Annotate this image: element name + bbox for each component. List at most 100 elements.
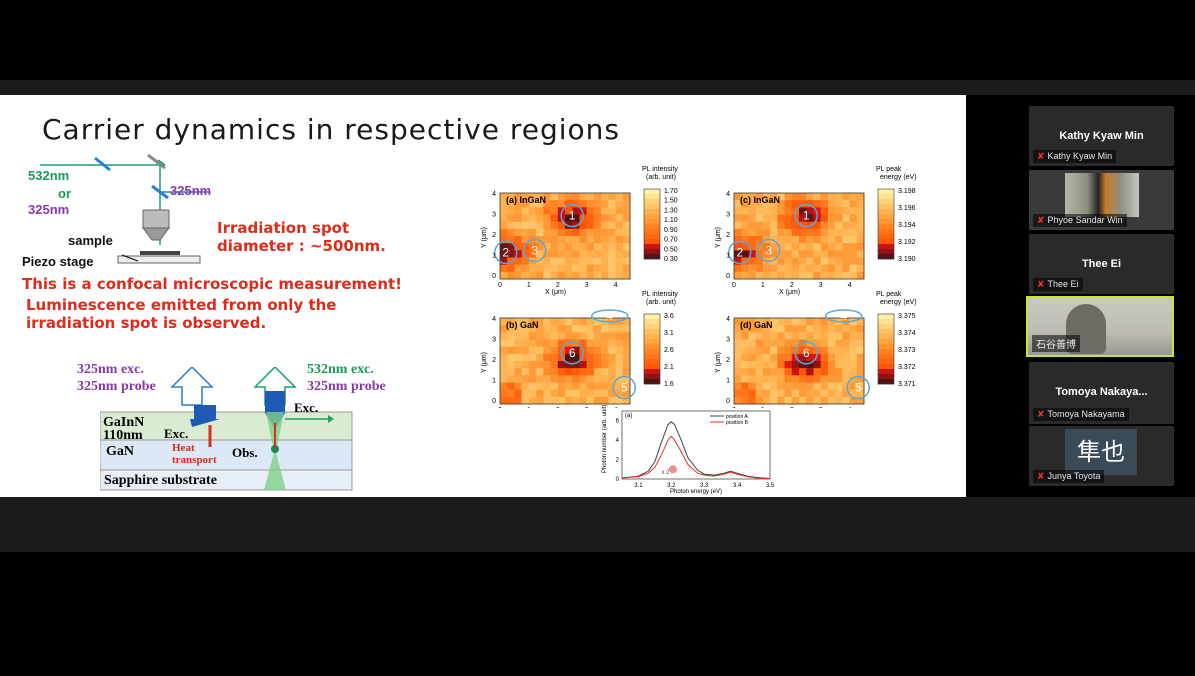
map-pixel (820, 389, 829, 398)
map-pixel (615, 339, 624, 347)
participant-tile-junya[interactable]: 隼也 ✘ Junya Toyota (1029, 426, 1174, 486)
map-pixel (601, 214, 609, 222)
map-pixel (806, 361, 814, 369)
x-tick-label: 2 (556, 407, 560, 408)
map-pixel (835, 214, 843, 222)
map-pixel (842, 389, 850, 398)
map-pixel (849, 228, 858, 237)
map-pixel (507, 318, 515, 326)
map-pixel (755, 353, 764, 362)
map-pixel (601, 332, 609, 340)
map-pixel (784, 221, 793, 230)
map-pixel (791, 193, 800, 201)
map-pixel (579, 375, 587, 383)
map-pixel (835, 353, 843, 362)
map-pixel (586, 207, 595, 215)
map-pixel (565, 339, 573, 347)
map-pixel (842, 271, 850, 280)
map-pixel (770, 193, 778, 201)
participant-tile-thee[interactable]: Thee Ei ✘ Thee Ei (1029, 234, 1174, 294)
map-pixel (601, 221, 609, 230)
y-tick-label: 2 (726, 357, 730, 364)
heat-label: Heat (172, 442, 195, 454)
legend-color-step (644, 244, 660, 250)
participant-tile-kathy[interactable]: Kathy Kyaw Min ✘ Kathy Kyaw Min (1029, 106, 1174, 166)
map-pixel (593, 396, 602, 405)
legend-color-step (878, 344, 894, 350)
map-pixel (593, 339, 602, 347)
map-pixel (806, 271, 814, 280)
map-pixel (521, 250, 530, 258)
y-tick-label: 4 (616, 438, 620, 444)
map-pixel (755, 389, 764, 398)
map-pixel (849, 214, 858, 222)
map-pixel (741, 368, 749, 376)
map-pixel (572, 228, 580, 237)
map-pixel (500, 361, 508, 369)
map-pixel (835, 339, 843, 347)
x-tick-label: 3.3 (700, 483, 709, 489)
map-pixel (593, 382, 602, 390)
map-pixel (777, 332, 785, 340)
legend-color-step (878, 229, 894, 235)
map-pixel (827, 389, 836, 398)
map-pixel (565, 271, 573, 280)
legend-tick-label: 3.372 (898, 364, 916, 371)
map-pixel (791, 389, 800, 398)
map-pixel (799, 214, 807, 222)
participant-tile-tomoya[interactable]: Tomoya Nakaya... ✘ Tomoya Nakayama (1029, 362, 1174, 424)
map-pixel (593, 375, 602, 383)
region-circle (612, 375, 636, 400)
map-pixel (856, 353, 865, 362)
map-pixel (734, 271, 742, 280)
map-pixel (622, 346, 631, 355)
microphone-muted-icon: ✘ (1037, 279, 1045, 289)
participant-tile-phyoe[interactable]: ✘ Phyoe Sandar Win (1029, 170, 1174, 230)
map-pixel (770, 325, 778, 333)
region-number: 5 (855, 381, 862, 395)
map-pixel (806, 250, 814, 258)
map-pixel (849, 346, 858, 355)
region-number: 4 (606, 309, 613, 323)
map-pixel (842, 243, 850, 251)
map-pixel (770, 200, 778, 208)
series-line-position-A (621, 421, 771, 479)
map-pixel (842, 396, 850, 405)
map-pixel (849, 361, 858, 369)
map-pixel (615, 353, 624, 362)
map-pixel (536, 325, 544, 333)
map-pixel (827, 200, 836, 208)
map-pixel (507, 221, 515, 230)
map-pixel (813, 200, 821, 208)
map-pixel (856, 325, 865, 333)
map-pixel (734, 361, 742, 369)
legend-color-step (878, 319, 894, 325)
map-pixel (601, 353, 609, 362)
map-pixel (572, 214, 580, 222)
map-pixel (791, 325, 800, 333)
map-pixel (741, 318, 749, 326)
map-pixel (820, 396, 829, 405)
map-pixel (622, 214, 631, 222)
map-pixel (770, 207, 778, 215)
map-pixel (572, 200, 580, 208)
legend-title: PL peak (876, 166, 902, 173)
participant-tile-active-speaker[interactable]: 石谷善博 (1026, 296, 1174, 357)
legend-tick-label: 3.1 (664, 330, 674, 337)
x-axis-label: X (μm) (545, 289, 566, 296)
legend-color-step (644, 229, 660, 235)
map-pixel (543, 271, 551, 280)
map-pixel (770, 228, 778, 237)
map-pixel (579, 228, 587, 237)
region-circle (560, 203, 584, 228)
map-pixel (565, 375, 573, 383)
legend-color-step (878, 224, 894, 230)
map-pixel (514, 243, 522, 251)
map-pixel (586, 250, 595, 258)
map-pixel (608, 346, 616, 355)
legend-color-step (644, 344, 660, 350)
map-pixel (500, 193, 508, 201)
legend-color-step (878, 369, 894, 375)
map-pixel (827, 361, 836, 369)
map-pixel (827, 250, 836, 258)
